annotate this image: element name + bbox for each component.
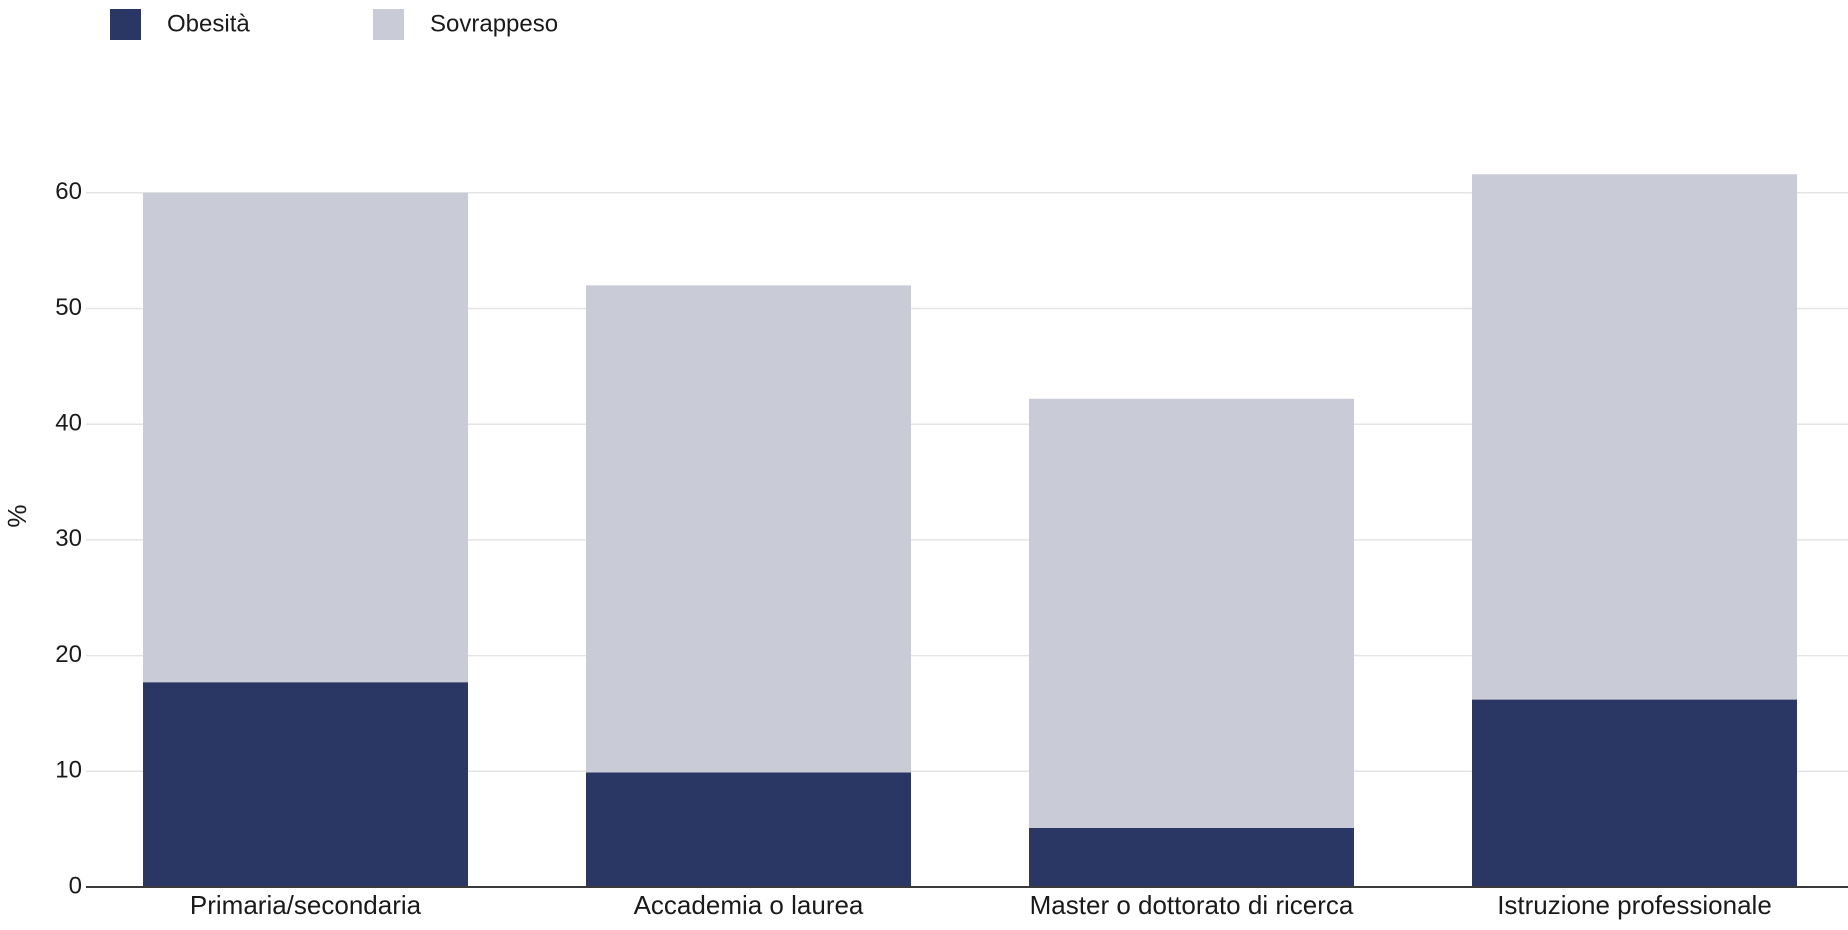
bar-obesita-2: [1029, 827, 1354, 887]
x-tick-label-2: Master o dottorato di ricerca: [1030, 890, 1354, 920]
y-tick-label-50: 50: [55, 294, 82, 321]
y-tick-label-30: 30: [55, 525, 82, 552]
bar-obesita-0: [143, 682, 468, 887]
legend-label-0: Obesità: [167, 10, 250, 37]
bar-sovrappeso-3: [1472, 174, 1797, 700]
y-tick-label-10: 10: [55, 757, 82, 784]
legend-label-1: Sovrappeso: [430, 10, 558, 37]
x-axis-labels: Primaria/secondaria Accademia o laurea Mas…: [190, 890, 1772, 920]
legend-swatch-1: [373, 9, 404, 40]
legend-swatch-0: [110, 9, 141, 40]
y-tick-label-0: 0: [69, 872, 82, 899]
y-tick-label-40: 40: [55, 410, 82, 437]
bar-sovrappeso-1: [586, 285, 911, 773]
y-tick-label-20: 20: [55, 641, 82, 668]
x-tick-label-1: Accademia o laurea: [634, 890, 864, 920]
x-tick-label-3: Istruzione professionale: [1497, 890, 1772, 920]
y-axis-title: %: [2, 504, 32, 527]
bar-obesita-1: [586, 772, 911, 887]
bar-sovrappeso-2: [1029, 398, 1354, 828]
legend: Obesità Sovrappeso: [110, 9, 558, 40]
y-tick-label-60: 60: [55, 178, 82, 205]
legend-item-0: Obesità: [110, 9, 250, 40]
bar-obesita-3: [1472, 699, 1797, 887]
x-tick-label-0: Primaria/secondaria: [190, 890, 422, 920]
legend-item-1: Sovrappeso: [373, 9, 558, 40]
y-axis-ticks: 0 10 20 30 40 50 60: [55, 178, 82, 899]
bars: [143, 174, 1797, 887]
bar-sovrappeso-0: [143, 192, 468, 683]
